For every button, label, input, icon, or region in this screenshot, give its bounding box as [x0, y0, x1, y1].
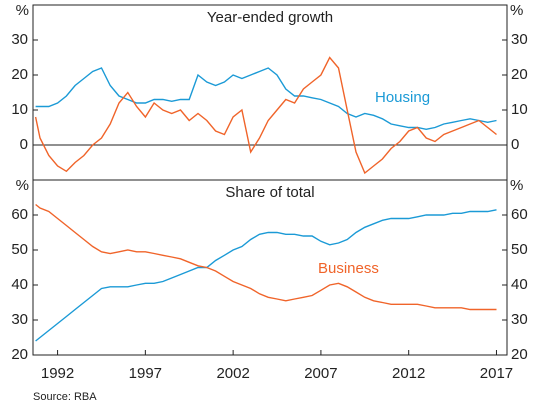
y-tick-label: 60 — [11, 206, 28, 223]
x-tick-label: 2017 — [480, 365, 513, 382]
unit-label: % — [16, 2, 29, 19]
y-tick-label: 50 — [511, 241, 528, 258]
y-tick-label: 30 — [11, 31, 28, 48]
series-label: Business — [318, 260, 379, 277]
unit-label: % — [510, 2, 523, 19]
y-tick-label: 30 — [511, 311, 528, 328]
y-tick-label: 50 — [11, 241, 28, 258]
y-tick-label: 20 — [511, 346, 528, 363]
x-tick-label: 1992 — [41, 365, 74, 382]
y-tick-label: 30 — [11, 311, 28, 328]
y-tick-label: 10 — [11, 101, 28, 118]
y-tick-label: 0 — [511, 136, 519, 153]
x-tick-label: 1997 — [129, 365, 162, 382]
source: Source: RBA — [33, 391, 97, 403]
line-series — [35, 209, 497, 342]
y-tick-label: 40 — [11, 276, 28, 293]
y-tick-label: 30 — [511, 31, 528, 48]
y-tick-label: 10 — [511, 101, 528, 118]
line-series — [35, 67, 497, 131]
line-series — [34, 56, 497, 175]
x-tick-label: 2002 — [216, 365, 249, 382]
y-tick-label: 40 — [511, 276, 528, 293]
series-label: Housing — [375, 89, 430, 106]
panel-title: Year-ended growth — [207, 9, 333, 26]
line-series — [35, 203, 497, 311]
y-tick-label: 20 — [11, 346, 28, 363]
x-tick-label: 2007 — [304, 365, 337, 382]
unit-label: % — [16, 177, 29, 194]
x-tick-label: 2012 — [392, 365, 425, 382]
y-tick-label: 20 — [511, 66, 528, 83]
unit-label: % — [510, 177, 523, 194]
y-tick-label: 20 — [11, 66, 28, 83]
y-tick-label: 60 — [511, 206, 528, 223]
y-tick-label: 0 — [20, 136, 28, 153]
panel-title: Share of total — [225, 184, 314, 201]
